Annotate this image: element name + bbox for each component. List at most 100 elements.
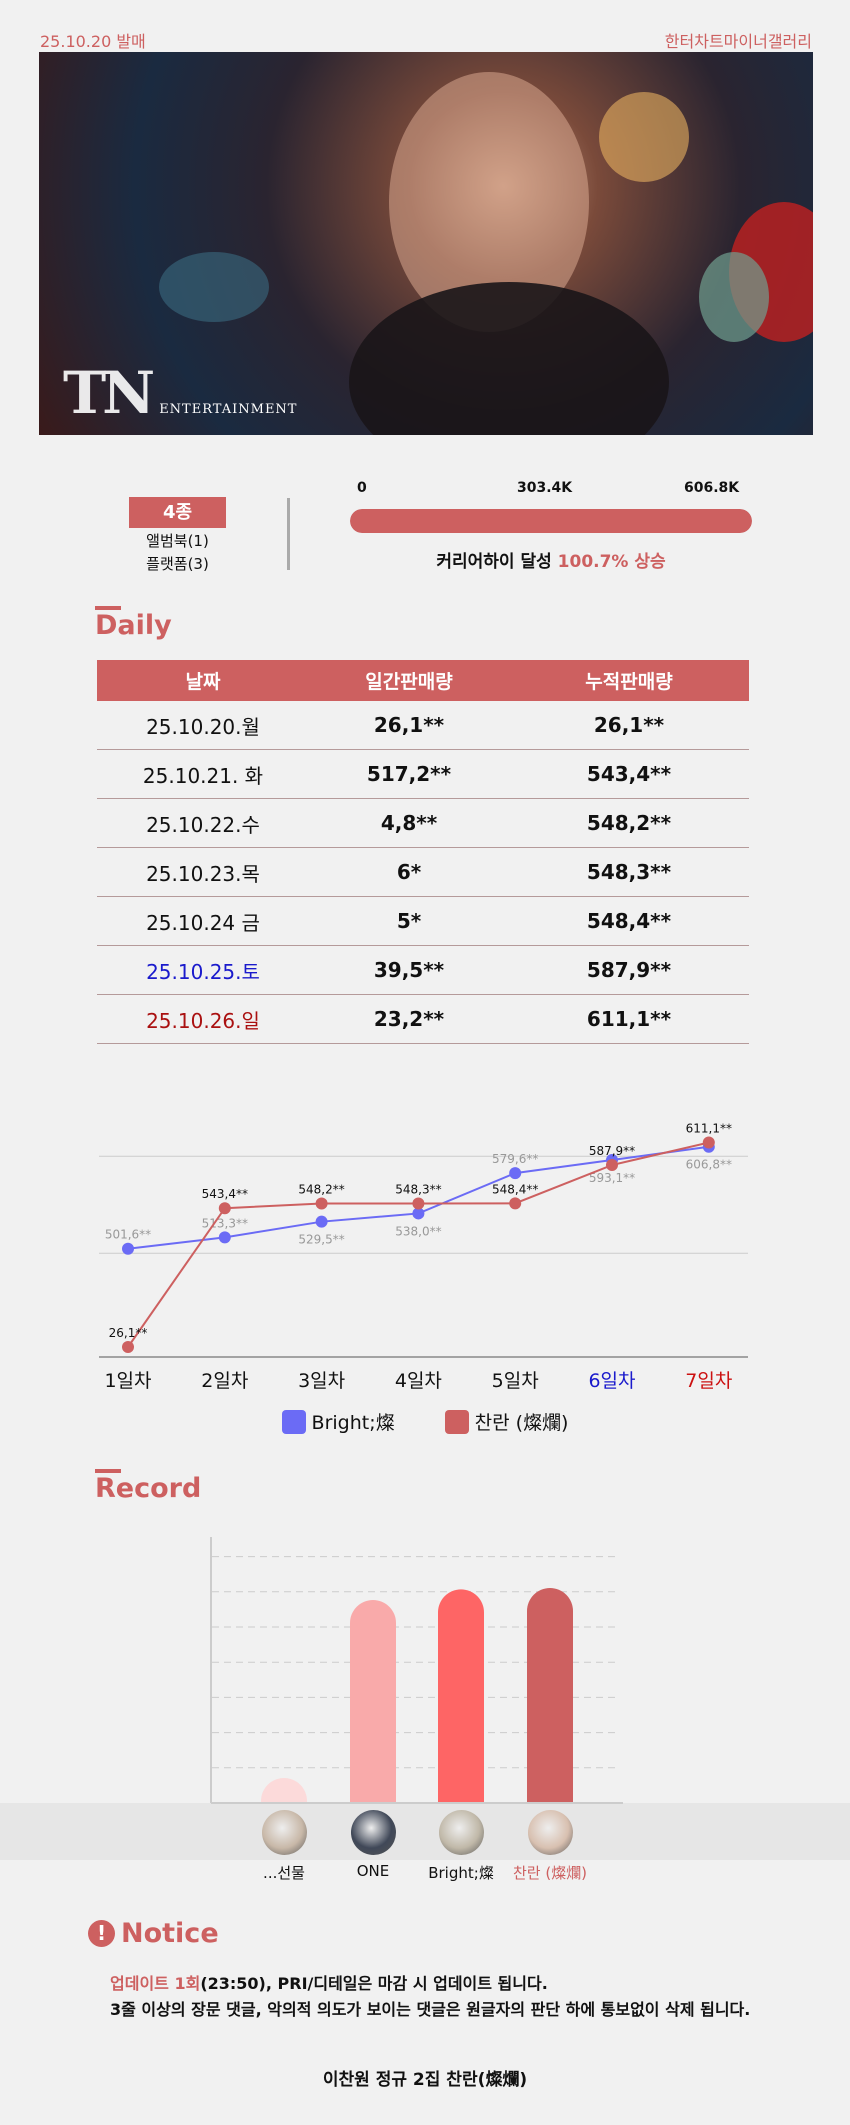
data-label: 579,6** [492,1152,538,1166]
footer-title: 이찬원 정규 2집 찬란(燦爛) [322,2070,528,2090]
cumulative-line-chart: 1일차 2일차 3일차 4일차 5일차 6일차 7일차 501,6** 513,3** 529,5… [99,1122,748,1392]
data-point [606,1159,618,1172]
chart-legend: Bright;燦 찬란 (燦爛) [0,1408,850,1435]
tn-entertainment-logo: TN ENTERTAINMENT [63,359,298,427]
kinds-badge: 4종 [129,497,226,528]
row-total: 543,4** [586,762,672,786]
data-point [412,1197,425,1210]
tick-mid: 303.4K [517,480,573,496]
release-date: 25.10.20 발매 [40,32,146,51]
row-daily: 39,5** [373,958,445,982]
album-photo: TN ENTERTAINMENT [39,52,813,435]
table-header: 날짜 일간판매량 누적판매량 [97,660,749,701]
album-cover-avatar [262,1810,307,1855]
col-date: 날짜 [185,671,221,693]
col-daily: 일간판매량 [365,671,453,693]
row-daily: 6* [396,860,422,884]
table-row: 25.10.25.토 39,5** 587,9** [97,946,749,995]
row-date: 25.10.24 금 [146,910,260,935]
album-label: ...선물 [263,1864,305,1882]
album-label: Bright;燦 [428,1864,494,1882]
divider [287,498,290,570]
data-point [122,1242,134,1255]
album-cover-avatar [528,1810,573,1855]
progress-fill [350,509,752,533]
row-total: 548,2** [586,811,672,835]
row-date: 25.10.21. 화 [142,763,264,788]
albumbook-count: 앨범북(1) [146,532,209,550]
row-date: 25.10.26.일 [146,1008,260,1033]
record-bar [438,1589,484,1803]
data-label: 548,4** [492,1182,538,1196]
row-total: 548,3** [586,860,672,884]
data-point [315,1215,328,1228]
data-point [315,1197,328,1210]
table-row: 25.10.20.월 26,1** 26,1** [97,701,749,750]
table-row: 25.10.24 금 5* 548,4** [97,897,749,946]
record-bar [261,1778,307,1803]
row-date: 25.10.22.수 [146,812,260,837]
notice-header: ! Notice [88,1918,219,1949]
legend-swatch [444,1409,469,1434]
daily-table: 날짜 일간판매량 누적판매량 25.10.20.월 26,1** 26,1** 25.… [97,660,749,1044]
record-bar-chart [210,1537,623,1804]
notice-line-1: 업데이트 1회(23:50), PRI/디테일은 마감 시 업데이트 됩니다. [110,1974,548,1993]
album-cover-avatar [439,1810,484,1855]
notice-line-2: 3줄 이상의 장문 댓글, 악의적 의도가 보이는 댓글은 원글자의 판단 하에… [110,2000,751,2019]
progress-bar [350,509,752,533]
row-total: 587,9** [586,958,672,982]
data-label: 501,6** [105,1228,151,1242]
notice-title: Notice [121,1918,219,1949]
gallery-link[interactable]: 한터차트마이너갤러리 [664,32,812,51]
data-label: 548,2** [298,1183,344,1197]
data-label: 513,3** [202,1216,248,1230]
table-row: 25.10.23.목 6* 548,3** [97,848,749,897]
data-point [702,1136,715,1149]
record-bar [350,1599,396,1803]
data-label: 529,5** [298,1233,344,1247]
data-label: 587,9** [589,1144,635,1158]
x-tick-label: 5일차 [492,1370,539,1392]
album-label: 찬란 (燦爛) [512,1864,588,1882]
data-label: 538,0** [395,1224,441,1238]
data-label: 611,1** [686,1122,732,1136]
x-tick-label: 7일차 [685,1370,732,1392]
x-tick-label: 3일차 [298,1370,345,1392]
legend-bright: Bright;燦 [281,1408,395,1435]
row-daily: 5* [396,909,422,933]
tick-0: 0 [357,480,367,496]
data-point [509,1197,522,1210]
data-label: 593,1** [589,1171,635,1185]
data-point [412,1207,425,1220]
tick-max: 606.8K [684,480,740,496]
x-tick-label: 4일차 [395,1370,442,1392]
row-daily: 4,8** [380,811,438,835]
row-total: 26,1** [593,713,665,737]
daily-title: Daily [95,610,172,641]
row-total: 611,1** [586,1007,672,1031]
platform-count: 플랫폼(3) [146,555,209,573]
row-daily: 517,2** [366,762,452,786]
table-row: 25.10.21. 화 517,2** 543,4** [97,750,749,799]
album-label: ONE [356,1862,390,1880]
row-date: 25.10.23.목 [146,861,260,886]
row-date: 25.10.25.토 [146,959,260,984]
row-total: 548,4** [586,909,672,933]
col-total: 누적판매량 [585,671,673,693]
exclamation-icon: ! [88,1920,115,1947]
data-label: 548,3** [395,1182,441,1196]
data-point [218,1202,231,1215]
row-daily: 26,1** [373,713,445,737]
data-label: 606,8** [686,1158,732,1172]
data-point [509,1167,522,1180]
table-row: 25.10.22.수 4,8** 548,2** [97,799,749,848]
x-tick-label: 1일차 [104,1370,151,1392]
section-marker [95,1469,121,1473]
row-daily: 23,2** [373,1007,445,1031]
section-marker [95,606,121,610]
x-tick-label: 2일차 [201,1370,248,1392]
legend-swatch [281,1409,306,1434]
data-label: 26,1** [109,1326,148,1340]
data-label: 543,4** [202,1187,248,1201]
career-high-text: 커리어하이 달성 100.7% 상승 [436,552,666,572]
